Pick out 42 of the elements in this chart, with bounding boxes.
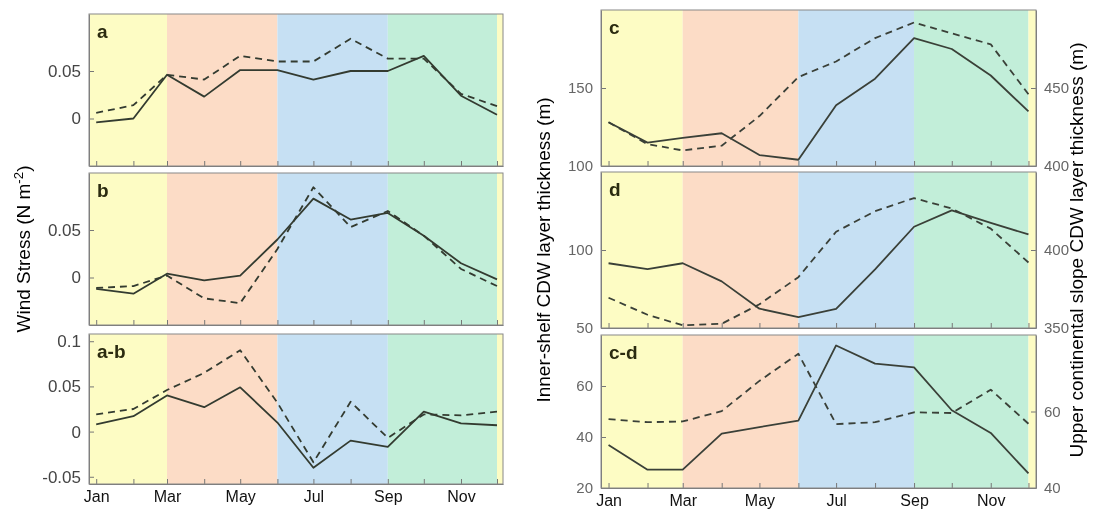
y2-tick-label: 400 [1044, 241, 1070, 259]
y-tick-label: 0 [71, 422, 81, 442]
y-tick-label: -0.05 [42, 467, 81, 487]
y2-tick-label: 400 [1044, 157, 1070, 175]
x-tick-label: Mar [669, 492, 698, 510]
x-tick-label: Jul [826, 492, 847, 510]
chart-title: d [609, 179, 621, 200]
x-tick-label: May [744, 492, 776, 510]
x-tick-label: Nov [977, 492, 1006, 510]
y-tick-label: 0.1 [57, 332, 81, 352]
x-tick-label: Sep [374, 488, 403, 506]
y-tick-label: 60 [576, 377, 593, 395]
line-series [607, 344, 1030, 475]
y-tick-label: 40 [576, 428, 593, 446]
y-tick-label: 0.05 [47, 377, 81, 397]
chart-title: a-b [97, 341, 126, 362]
x-tick-label: Mar [153, 488, 182, 506]
y-axis-title: Inner-shelf CDW layer thickness (m) [533, 97, 554, 403]
x-tick-label: Jan [83, 488, 110, 506]
y-tick-label: 20 [576, 479, 593, 497]
chart-title: b [97, 180, 109, 201]
y-tick-label: 100 [567, 241, 593, 259]
y-tick-label: 0 [71, 109, 81, 129]
x-tick-label: May [225, 488, 256, 506]
x-tick-label: Sep [900, 492, 929, 510]
x-tick-label: Jul [303, 488, 325, 506]
y-tick-label: 0.05 [47, 220, 81, 240]
y-tick-label: 100 [567, 157, 593, 175]
y2-tick-label: 450 [1044, 79, 1070, 97]
y-tick-label: 0 [71, 268, 81, 288]
y-tick-label: 150 [567, 79, 593, 97]
line-series [607, 197, 1030, 327]
chart-title: a [97, 21, 108, 42]
y2-tick-label: 40 [1044, 479, 1061, 497]
chart-title: c-d [609, 342, 638, 363]
x-tick-label: Nov [447, 488, 476, 506]
x-tick-label: Jan [596, 492, 622, 510]
y2-tick-label: 60 [1044, 402, 1061, 420]
chart-title: c [609, 17, 620, 38]
y2-tick-label: 350 [1044, 319, 1070, 337]
y-tick-label: 0.05 [47, 61, 81, 81]
y-tick-label: 50 [576, 319, 593, 337]
